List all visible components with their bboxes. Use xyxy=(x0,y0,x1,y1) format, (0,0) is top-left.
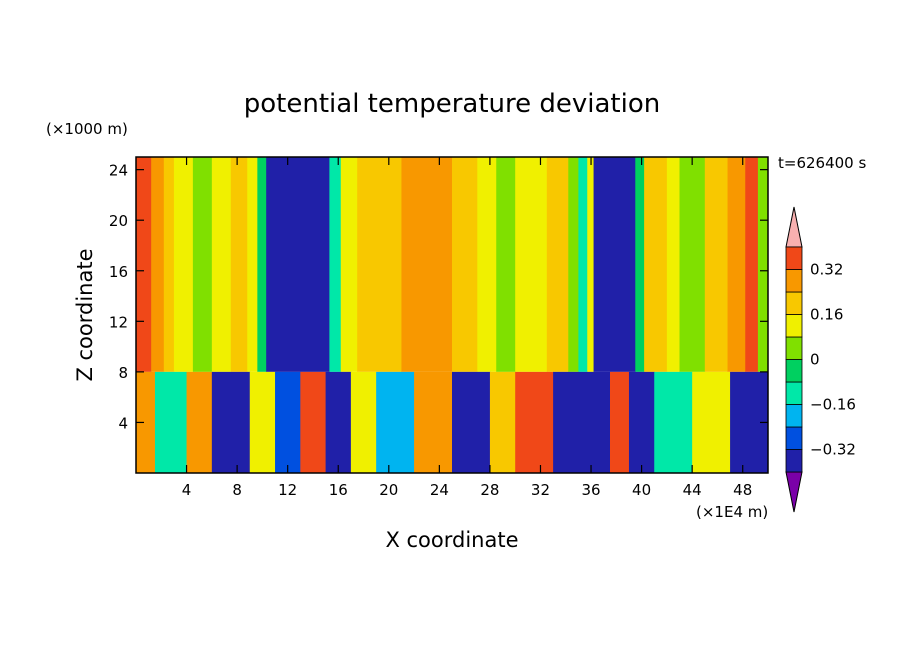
upper-layer-column xyxy=(745,157,759,372)
lower-layer-column xyxy=(211,371,251,473)
colorbar-label: 0 xyxy=(810,351,820,369)
colorbar-bin xyxy=(785,291,803,315)
upper-layer-column xyxy=(666,157,681,372)
lower-layer-column xyxy=(628,371,655,473)
lower-layer-column xyxy=(136,371,156,473)
upper-layer-column xyxy=(266,157,330,372)
upper-layer-column xyxy=(192,157,213,372)
lower-layer-column xyxy=(489,371,516,473)
colorbar-label: −0.32 xyxy=(810,441,856,459)
lower-layer-column xyxy=(553,371,611,473)
x-tick-label: 36 xyxy=(581,481,600,499)
upper-layer-column xyxy=(546,157,569,372)
x-tick-label: 44 xyxy=(683,481,702,499)
colorbar-bin xyxy=(785,381,803,405)
lower-layer-column xyxy=(186,371,213,473)
x-tick-label: 24 xyxy=(430,481,449,499)
y-tick-label: 8 xyxy=(118,364,128,382)
lower-layer-column xyxy=(275,371,301,473)
plot-area xyxy=(136,157,769,473)
upper-layer-column xyxy=(578,157,588,372)
x-tick-label: 4 xyxy=(182,481,192,499)
upper-layer-column xyxy=(452,157,478,372)
x-tick-label: 16 xyxy=(329,481,348,499)
upper-layer-column xyxy=(163,157,175,372)
upper-layer-column xyxy=(587,157,595,372)
colorbar-bottom-extension xyxy=(785,471,803,513)
colorbar-top-extension xyxy=(785,206,803,248)
colorbar-label: 0.16 xyxy=(810,306,843,324)
colorbar-bin xyxy=(785,404,803,428)
y-axis: 4 8 12 16 20 24 xyxy=(109,162,768,432)
x-tick-label: 28 xyxy=(480,481,499,499)
upper-layer-column xyxy=(257,157,267,372)
y-axis-label: Z coordinate xyxy=(73,248,97,381)
y-tick-label: 24 xyxy=(109,162,128,180)
upper-layer-column xyxy=(340,157,358,372)
y-tick-label: 16 xyxy=(109,263,128,281)
lower-layer-column xyxy=(376,371,415,473)
y-tick-label: 4 xyxy=(118,414,128,432)
upper-layer-column xyxy=(477,157,497,372)
upper-layer-column xyxy=(401,157,453,372)
upper-layer-column xyxy=(357,157,402,372)
colorbar-bin xyxy=(785,449,803,473)
upper-layer-column xyxy=(644,157,668,372)
colorbar-bin xyxy=(785,336,803,360)
lower-layer-column xyxy=(249,371,276,473)
upper-layer-column xyxy=(568,157,579,372)
x-tick-label: 8 xyxy=(232,481,242,499)
lower-layer-column xyxy=(350,371,377,473)
colorbar-bin xyxy=(785,314,803,338)
upper-layer-column xyxy=(211,157,232,372)
y-tick-label: 12 xyxy=(109,313,128,331)
chart-title: potential temperature deviation xyxy=(244,89,660,119)
lower-layer-column xyxy=(452,371,491,473)
colorbar-bin xyxy=(785,359,803,383)
lower-layer-column xyxy=(692,371,731,473)
x-tick-label: 12 xyxy=(278,481,297,499)
lower-layer-column xyxy=(325,371,352,473)
upper-layer-column xyxy=(496,157,516,372)
upper-layer-column xyxy=(136,157,152,372)
lower-layer-column xyxy=(515,371,554,473)
y-unit-label: (×1000 m) xyxy=(46,120,128,138)
x-tick-label: 20 xyxy=(379,481,398,499)
x-tick-label: 48 xyxy=(733,481,752,499)
x-tick-label: 40 xyxy=(632,481,651,499)
x-unit-label: (×1E4 m) xyxy=(696,503,768,521)
time-label: t=626400 s xyxy=(778,154,866,172)
upper-layer-column xyxy=(593,157,636,372)
colorbar: 0.32 0.16 0 −0.16 −0.32 xyxy=(785,206,856,513)
lower-layer-column xyxy=(300,371,327,473)
upper-layer-column xyxy=(173,157,194,372)
lower-layer-column xyxy=(414,371,453,473)
upper-layer-column xyxy=(247,157,258,372)
colorbar-bin xyxy=(785,269,803,293)
lower-layer-column xyxy=(610,371,630,473)
upper-layer-column xyxy=(704,157,729,372)
upper-layer-column xyxy=(230,157,248,372)
colorbar-label: 0.32 xyxy=(810,261,843,279)
upper-layer-column xyxy=(151,157,165,372)
y-tick-label: 20 xyxy=(109,212,128,230)
upper-layer-column xyxy=(515,157,548,372)
upper-layer-column xyxy=(757,157,769,372)
upper-layer-column xyxy=(679,157,706,372)
colorbar-bin xyxy=(785,246,803,270)
upper-layer-column xyxy=(727,157,746,372)
x-axis: 4 8 12 16 20 24 28 32 36 40 44 48 xyxy=(182,157,752,499)
lower-layer-column xyxy=(654,371,693,473)
x-tick-label: 32 xyxy=(531,481,550,499)
x-axis-label: X coordinate xyxy=(385,528,518,552)
colorbar-bin xyxy=(785,426,803,450)
upper-layer-column xyxy=(329,157,342,372)
plot-frame xyxy=(135,156,769,474)
lower-layer-column xyxy=(154,371,188,473)
upper-layer-column xyxy=(635,157,645,372)
colorbar-label: −0.16 xyxy=(810,396,856,414)
